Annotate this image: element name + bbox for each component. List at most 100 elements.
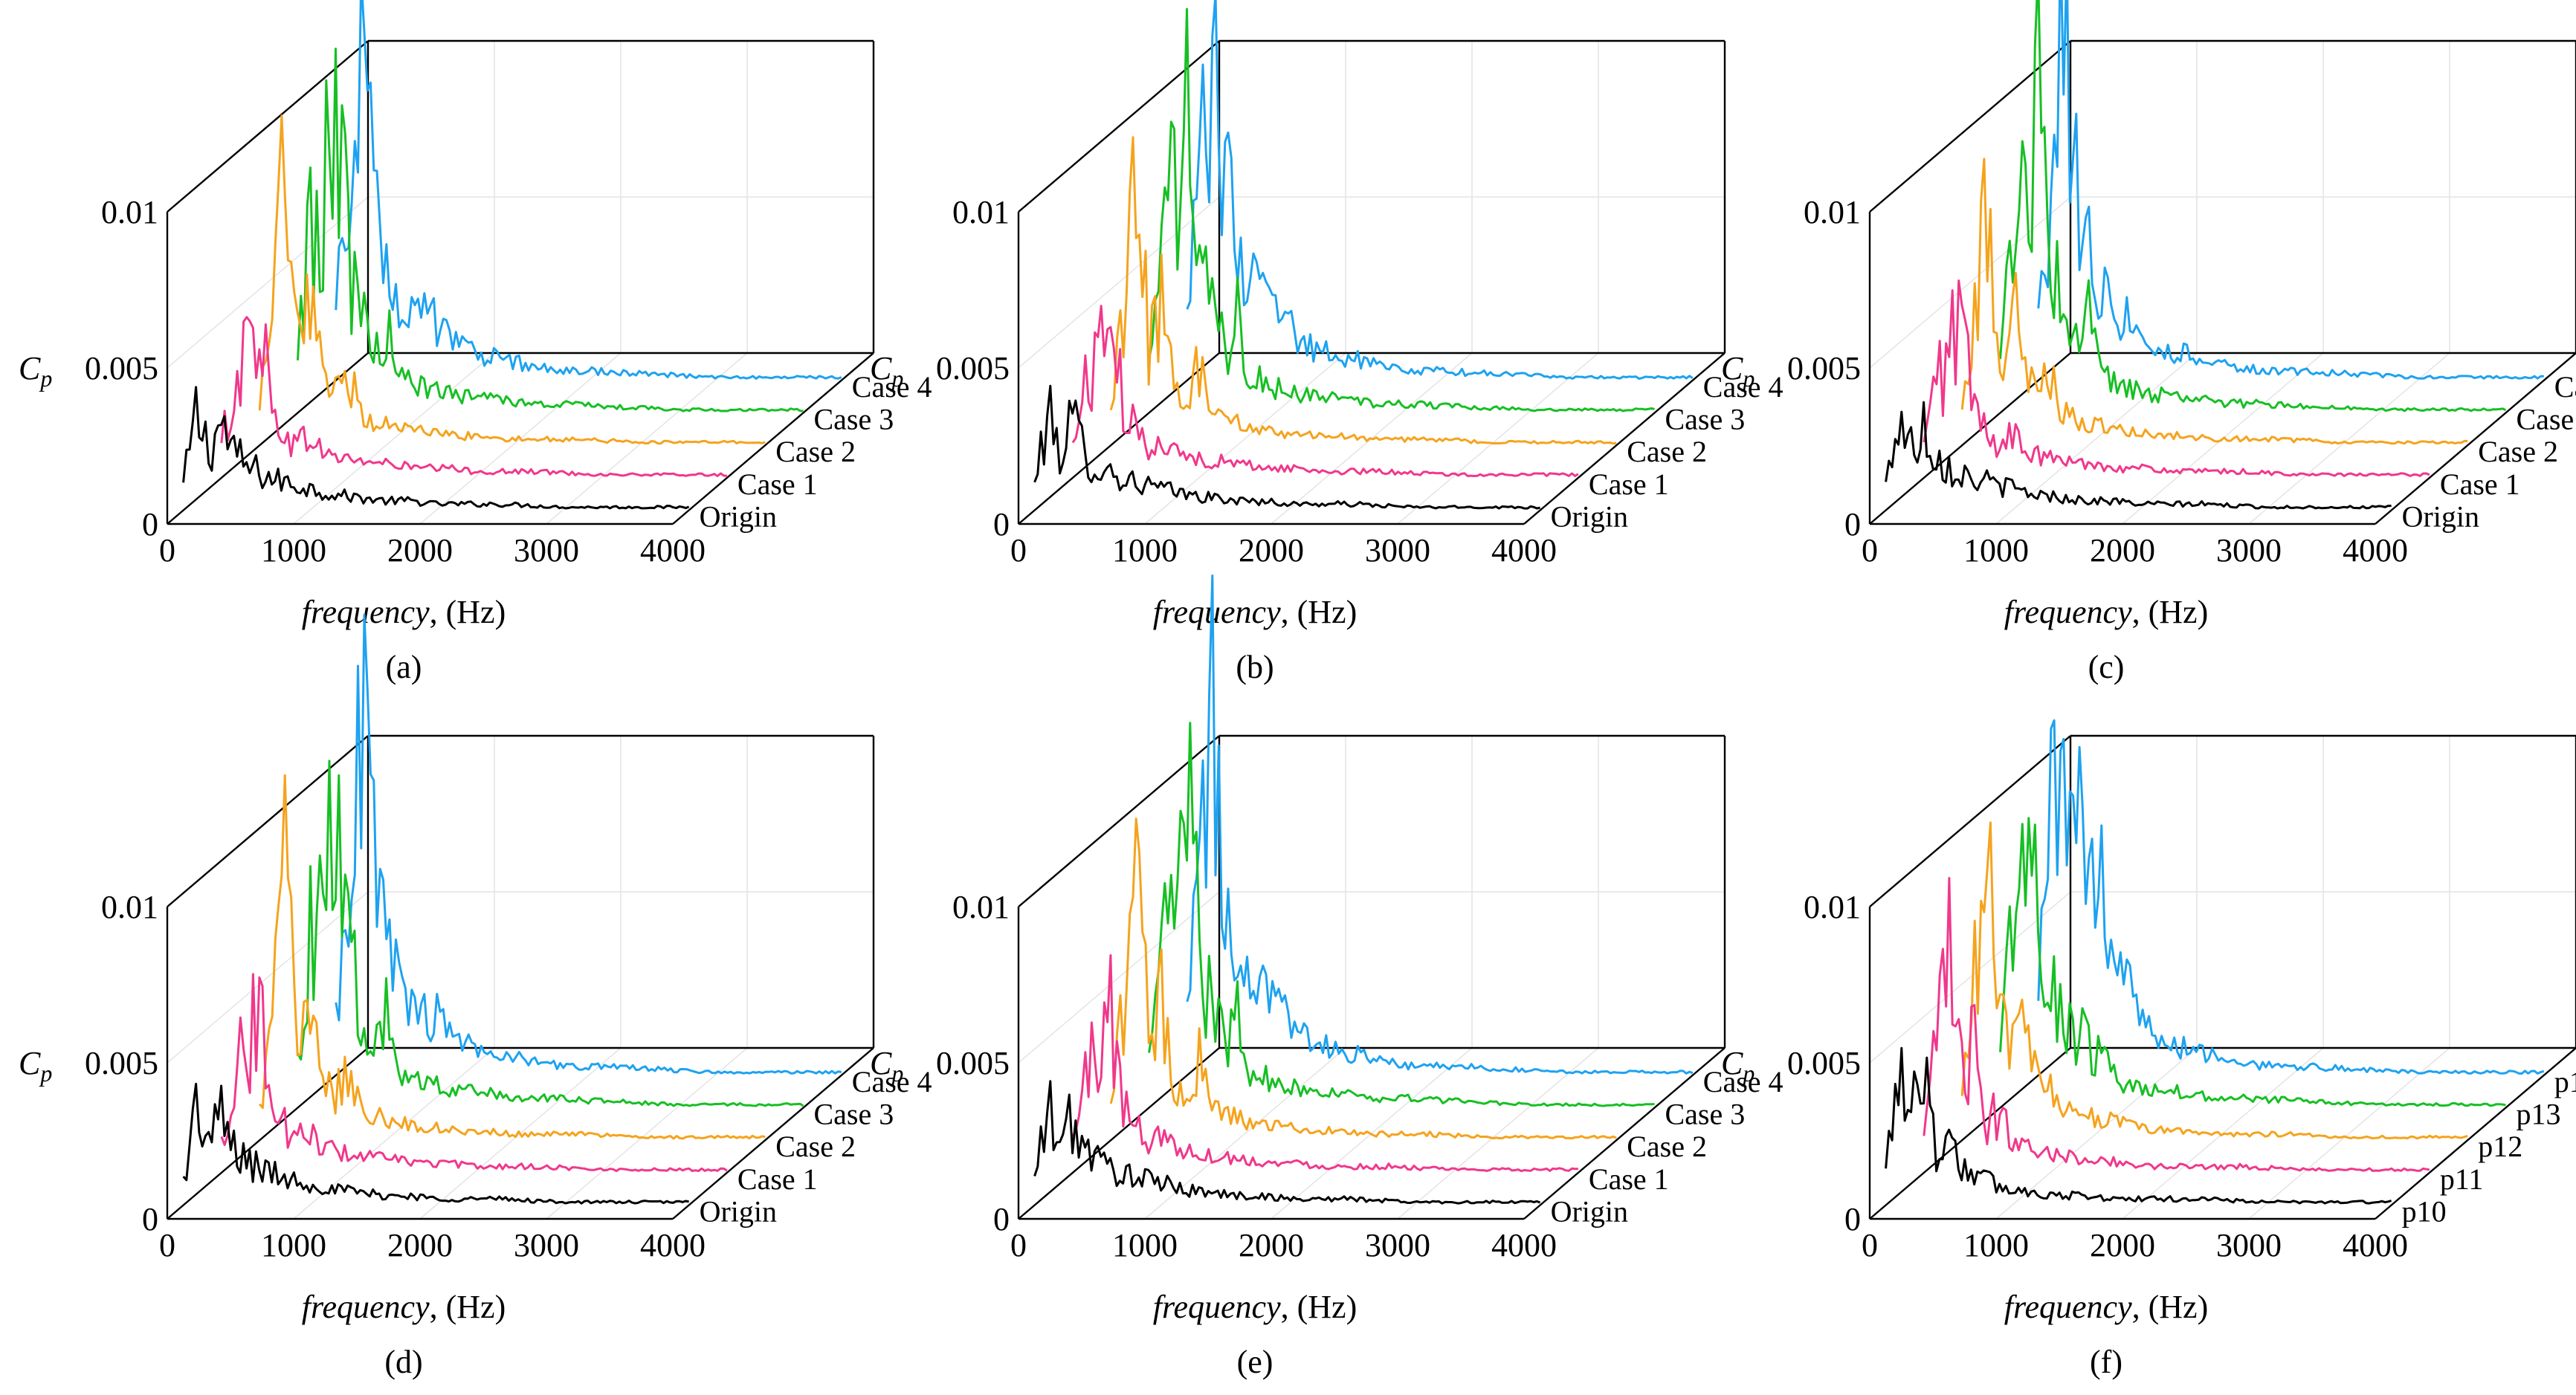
series-label: Origin — [700, 500, 777, 534]
x-tick-label: 3000 — [2216, 532, 2282, 569]
series-line-case-3 — [1148, 7, 1655, 412]
axis-frame-line — [167, 352, 369, 525]
series-label: Case 1 — [1589, 467, 1669, 501]
series-label: Origin — [700, 1195, 777, 1229]
series-label: Case 1 — [1589, 1162, 1669, 1196]
x-tick-label: 0 — [1010, 1227, 1027, 1263]
side-gridline-y — [1018, 196, 1220, 369]
y-tick-label: 0.01 — [952, 889, 1010, 925]
series-label: Case 4 — [852, 370, 932, 404]
panel-label: (b) — [1236, 649, 1274, 685]
x-axis-title: frequency, (Hz) — [302, 594, 506, 630]
panel-e: 0 1000 2000 3000 4000 0 0.005 0.01 Cp frequency, … — [870, 574, 1783, 1380]
x-tick-label: 2000 — [387, 1227, 453, 1263]
x-tick-label: 3000 — [2216, 1227, 2282, 1263]
x-tick-label: 1000 — [1112, 532, 1178, 569]
series-line-origin — [1885, 401, 2392, 510]
side-gridline-y — [1869, 196, 2071, 369]
x-tick-label: 4000 — [1491, 1227, 1557, 1263]
series-line-case-1 — [220, 973, 728, 1173]
axis-frame-line — [672, 352, 874, 525]
series-line-p12 — [1960, 821, 2468, 1140]
y-tick-label: 0.01 — [1804, 889, 1861, 925]
y-axis-title: Cp — [19, 1045, 52, 1087]
y-tick-label: 0 — [1844, 506, 1861, 543]
series-label: Case 4 — [1703, 370, 1783, 404]
axis-frame-line — [1869, 735, 2071, 907]
series-line-case-3 — [1999, 0, 2507, 412]
series-label: Case 1 — [737, 1162, 818, 1196]
x-tick-label: 1000 — [1112, 1227, 1178, 1263]
series-line-case-4 — [335, 613, 842, 1075]
axis-frame-line — [1869, 352, 2071, 525]
series-label: Case 1 — [2440, 467, 2520, 501]
series-line-case-1 — [220, 316, 727, 477]
x-tick-label: 0 — [1010, 532, 1027, 569]
y-tick-label: 0 — [1844, 1201, 1861, 1237]
y-tick-label: 0.01 — [1804, 194, 1861, 230]
series-label: Case 3 — [814, 403, 894, 436]
axis-frame-line — [2375, 1047, 2576, 1220]
series-label: Case 2 — [1627, 1130, 1707, 1163]
x-tick-label: 1000 — [1963, 1227, 2029, 1263]
floor-gridline-x — [1144, 1047, 1346, 1220]
series-label: p12 — [2478, 1130, 2522, 1163]
series-line-origin — [1033, 1080, 1541, 1205]
x-tick-label: 4000 — [2343, 1227, 2408, 1263]
y-tick-label: 0.01 — [101, 889, 158, 925]
series-line-case-2 — [1109, 818, 1617, 1140]
series-label: Case 2 — [2478, 435, 2558, 468]
x-tick-label: 3000 — [1365, 532, 1430, 569]
y-tick-label: 0.005 — [936, 350, 1010, 386]
side-gridline-y — [167, 196, 369, 369]
floor-gridline-x — [1397, 352, 1599, 525]
y-axis-title: Cp — [870, 1045, 903, 1087]
x-tick-label: 4000 — [1491, 532, 1557, 569]
x-tick-label: 4000 — [640, 532, 706, 569]
panel-c: 0 1000 2000 3000 4000 0 0.005 0.01 Cp frequency, … — [1721, 0, 2576, 685]
series-line-case-2 — [258, 114, 766, 445]
x-tick-label: 1000 — [261, 532, 326, 569]
y-tick-label: 0.01 — [952, 194, 1010, 230]
series-label: Case 1 — [737, 467, 818, 501]
series-label: p11 — [2440, 1162, 2484, 1196]
series-line-case-4 — [2037, 0, 2544, 380]
panel-d: 0 1000 2000 3000 4000 0 0.005 0.01 Cp frequency, … — [19, 613, 932, 1380]
series-line-case-3 — [297, 760, 804, 1107]
series-line-case-3 — [297, 48, 804, 412]
series-label: Case 4 — [2554, 370, 2576, 404]
series-line-p14 — [2037, 719, 2545, 1075]
axis-frame-line — [1018, 1047, 1220, 1220]
axis-frame-line — [1869, 40, 2071, 213]
series-label: Origin — [1551, 1195, 1628, 1229]
panel-b: 0 1000 2000 3000 4000 0 0.005 0.01 Cp frequency, … — [870, 0, 1783, 685]
y-tick-label: 0 — [993, 506, 1010, 543]
series-label: p14 — [2554, 1065, 2576, 1098]
x-axis-title: frequency, (Hz) — [302, 1289, 506, 1325]
axis-frame-line — [672, 1047, 874, 1220]
series-label: Origin — [1551, 500, 1628, 534]
panel-a: 0 1000 2000 3000 4000 0 0.005 0.01 Cp frequency, … — [19, 0, 932, 685]
axis-frame-line — [167, 735, 369, 907]
y-tick-label: 0 — [142, 1201, 158, 1237]
y-tick-label: 0.005 — [85, 350, 158, 386]
floor-gridline-x — [2248, 352, 2450, 525]
panel-label: (e) — [1237, 1344, 1274, 1380]
axis-frame-line — [1018, 735, 1220, 907]
series-label: Origin — [2402, 500, 2479, 534]
floor-gridline-x — [546, 352, 748, 525]
floor-gridline-x — [1397, 1047, 1599, 1220]
x-axis-title: frequency, (Hz) — [1153, 594, 1357, 630]
series-label: Case 3 — [1665, 403, 1746, 436]
x-tick-label: 1000 — [1963, 532, 2029, 569]
series-label: Case 3 — [1665, 1098, 1746, 1131]
series-line-p13 — [1999, 817, 2506, 1107]
series-label: Case 4 — [852, 1065, 932, 1098]
y-axis-title: Cp — [870, 350, 903, 392]
side-gridline-y — [167, 891, 369, 1064]
floor-gridline-x — [293, 1047, 495, 1220]
x-tick-label: 0 — [159, 1227, 175, 1263]
axis-frame-line — [167, 1047, 369, 1220]
series-line-origin — [182, 1082, 689, 1205]
panel-label: (a) — [386, 649, 422, 685]
